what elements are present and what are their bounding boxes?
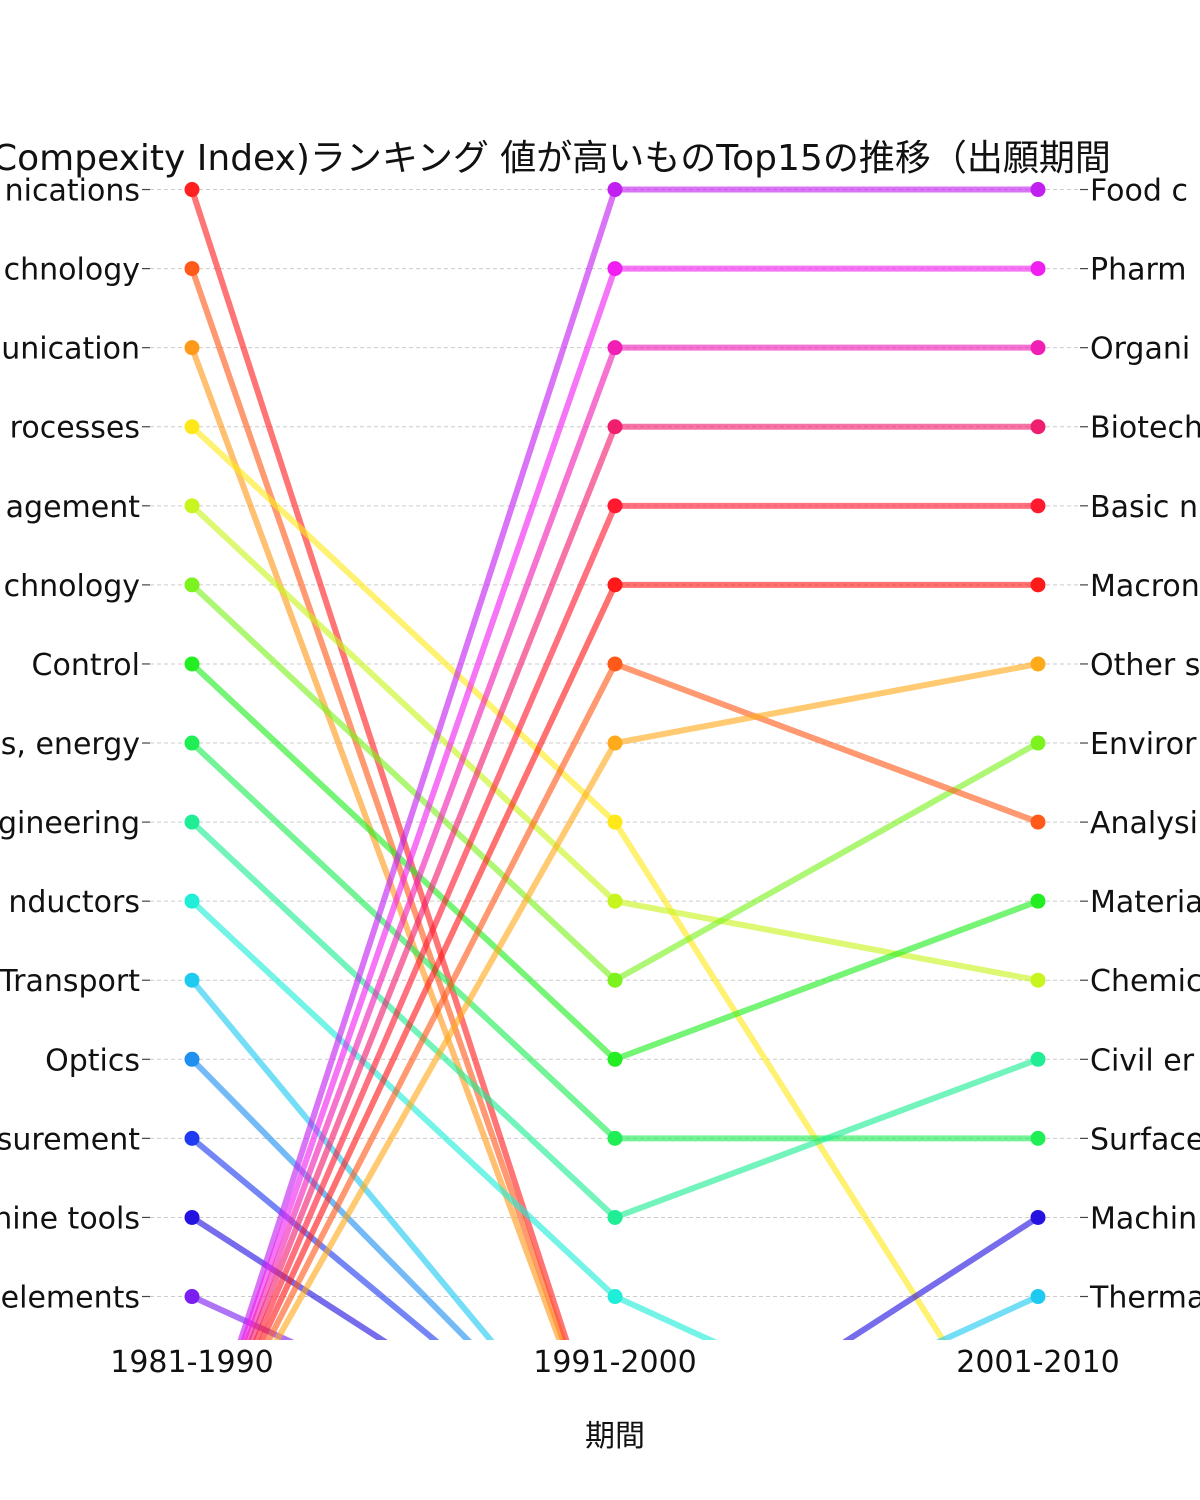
right-tick-label: Organi: [1090, 332, 1190, 367]
data-point: [1030, 498, 1046, 514]
left-tick-label: chnology: [4, 569, 140, 604]
data-point: [607, 419, 623, 435]
data-point: [607, 340, 623, 356]
left-tick-label: s, energy: [1, 727, 140, 762]
data-point: [607, 1289, 623, 1305]
series-line: [189, 186, 570, 1340]
data-point: [1030, 814, 1046, 830]
left-tick-label: Transport: [0, 964, 140, 999]
data-point: [184, 893, 200, 909]
left-tick-label: nductors: [8, 885, 140, 920]
chart-title: Compexity Index)ランキング 値が高いものTop15の推移（出願期…: [0, 138, 1111, 179]
data-point: [184, 498, 200, 514]
data-point: [607, 261, 623, 277]
right-tick-label: Biotech: [1090, 411, 1200, 446]
data-point: [184, 656, 200, 672]
left-tick-label: rocesses: [10, 411, 140, 446]
data-point: [1030, 577, 1046, 593]
data-point: [607, 656, 623, 672]
data-point: [1030, 261, 1046, 277]
data-point: [184, 814, 200, 830]
left-tick-label: agement: [6, 490, 141, 525]
data-point: [607, 735, 623, 751]
data-point: [1030, 656, 1046, 672]
x-tick-label: 1981-1990: [110, 1345, 274, 1380]
data-point: [607, 577, 623, 593]
left-tick-label: nications: [5, 174, 140, 209]
data-point: [1030, 419, 1046, 435]
left-rank-labels: nications chnology unication rocesses agemen…: [0, 174, 140, 1316]
data-point: [1030, 1130, 1046, 1146]
right-tick-label: Materia: [1090, 885, 1200, 920]
data-point: [184, 261, 200, 277]
data-point: [184, 1209, 200, 1225]
data-point: [1030, 1209, 1046, 1225]
data-point: [607, 1051, 623, 1067]
series-line: [189, 1293, 295, 1340]
data-point: [1030, 182, 1046, 198]
series-line: [253, 502, 1041, 1340]
right-tick-label: Machin: [1090, 1201, 1197, 1236]
left-tick-label: unication: [1, 332, 140, 367]
series-line: [240, 265, 1041, 1340]
data-point: [607, 498, 623, 514]
right-tick-label: Pharm: [1090, 253, 1187, 288]
left-tick-label: surement: [0, 1122, 140, 1157]
left-tick-label: gineering: [0, 806, 140, 841]
data-point: [184, 1051, 200, 1067]
data-point: [607, 1130, 623, 1146]
left-tick-label: Control: [32, 648, 140, 683]
data-point: [607, 1209, 623, 1225]
right-tick-label: Surface: [1090, 1122, 1200, 1157]
right-rank-labels: Food c Pharm Organi Biotech Basic n Macron Oth…: [1089, 174, 1200, 1316]
x-tick-label: 2001-2010: [956, 1345, 1120, 1380]
data-point: [184, 735, 200, 751]
series-line: [189, 1056, 472, 1340]
right-tick-label: Civil er: [1090, 1043, 1195, 1078]
data-point: [607, 972, 623, 988]
right-tick-label: Food c: [1090, 174, 1188, 209]
series-line: [244, 344, 1041, 1340]
data-point: [184, 577, 200, 593]
right-tick-label: Macron: [1090, 569, 1200, 604]
left-tick-label: Optics: [45, 1043, 140, 1078]
series-line: [189, 265, 567, 1340]
left-tick-label: hine tools: [0, 1201, 140, 1236]
left-tick-label: elements: [1, 1281, 140, 1316]
data-point: [1030, 893, 1046, 909]
data-point: [607, 893, 623, 909]
data-point: [607, 182, 623, 198]
data-point: [184, 419, 200, 435]
left-tick-label: chnology: [4, 253, 140, 288]
x-axis-label: 期間: [585, 1419, 645, 1454]
data-point: [1030, 972, 1046, 988]
series-line: [189, 344, 563, 1340]
series-line: [189, 1214, 1041, 1340]
data-point: [607, 814, 623, 830]
data-point: [1030, 1051, 1046, 1067]
series-line: [189, 977, 1041, 1340]
data-point: [1030, 1289, 1046, 1305]
data-point: [184, 972, 200, 988]
right-tick-label: Analysi: [1090, 806, 1198, 841]
x-axis-ticks: 1981-1990 1991-2000 2001-2010: [110, 1345, 1120, 1380]
data-point: [184, 1130, 200, 1146]
right-tick-label: Other s: [1090, 648, 1200, 683]
right-tick-label: Basic n: [1090, 490, 1198, 525]
right-tick-label: Chemic: [1090, 964, 1200, 999]
right-tick-label: Enviror: [1090, 727, 1197, 762]
series-points: [184, 182, 1046, 1305]
data-point: [184, 182, 200, 198]
series-lines: [189, 186, 1041, 1340]
data-point: [1030, 340, 1046, 356]
right-tick-label: Therma: [1089, 1281, 1200, 1316]
x-tick-label: 1991-2000: [533, 1345, 697, 1380]
series-line: [189, 1135, 440, 1340]
data-point: [184, 340, 200, 356]
data-point: [184, 1289, 200, 1305]
data-point: [1030, 735, 1046, 751]
